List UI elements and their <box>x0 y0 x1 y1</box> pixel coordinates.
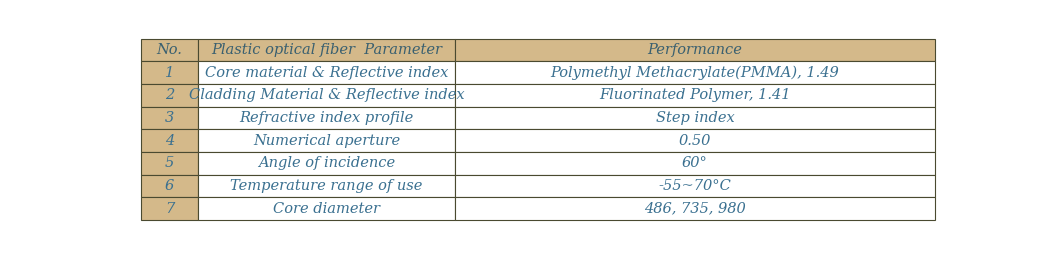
Bar <box>455 175 936 197</box>
Text: 0.50: 0.50 <box>678 134 711 148</box>
Bar <box>198 175 455 197</box>
Bar <box>141 84 198 106</box>
Text: 3: 3 <box>165 111 174 125</box>
Text: Cladding Material & Reflective index: Cladding Material & Reflective index <box>189 88 464 102</box>
Text: 6: 6 <box>165 179 174 193</box>
Bar <box>198 152 455 175</box>
Text: 5: 5 <box>165 156 174 170</box>
Bar <box>141 197 198 220</box>
Text: -55~70°C: -55~70°C <box>658 179 732 193</box>
Text: Fluorinated Polymer, 1.41: Fluorinated Polymer, 1.41 <box>600 88 791 102</box>
Bar <box>198 39 455 61</box>
Text: Temperature range of use: Temperature range of use <box>230 179 423 193</box>
Bar <box>141 106 198 129</box>
Bar <box>198 197 455 220</box>
Bar <box>198 84 455 106</box>
Text: Step index: Step index <box>655 111 734 125</box>
Text: Numerical aperture: Numerical aperture <box>253 134 400 148</box>
Text: 60°: 60° <box>682 156 708 170</box>
Bar <box>455 39 936 61</box>
Bar <box>455 197 936 220</box>
Bar <box>455 129 936 152</box>
Text: Plastic optical fiber  Parameter: Plastic optical fiber Parameter <box>211 43 442 57</box>
Bar <box>141 152 198 175</box>
Bar <box>198 106 455 129</box>
Bar <box>455 61 936 84</box>
Bar <box>141 129 198 152</box>
Bar <box>455 152 936 175</box>
Text: 2: 2 <box>165 88 174 102</box>
Text: 1: 1 <box>165 66 174 80</box>
Bar <box>141 175 198 197</box>
Text: Core material & Reflective index: Core material & Reflective index <box>205 66 448 80</box>
Bar <box>198 129 455 152</box>
Text: 4: 4 <box>165 134 174 148</box>
Text: 486, 735, 980: 486, 735, 980 <box>644 202 746 216</box>
Text: Core diameter: Core diameter <box>273 202 380 216</box>
Bar <box>141 39 198 61</box>
Text: 7: 7 <box>165 202 174 216</box>
Text: Angle of incidence: Angle of incidence <box>258 156 395 170</box>
Text: Polymethyl Methacrylate(PMMA), 1.49: Polymethyl Methacrylate(PMMA), 1.49 <box>550 66 839 80</box>
Bar <box>141 61 198 84</box>
Text: No.: No. <box>156 43 183 57</box>
Text: Refractive index profile: Refractive index profile <box>239 111 414 125</box>
Bar <box>455 84 936 106</box>
Bar <box>198 61 455 84</box>
Text: Performance: Performance <box>648 43 742 57</box>
Bar <box>455 106 936 129</box>
